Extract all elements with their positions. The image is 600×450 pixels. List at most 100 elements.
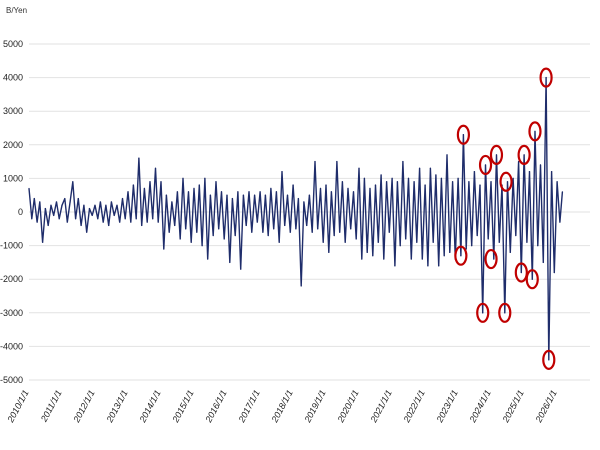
data-point: [226, 194, 228, 196]
data-point: [262, 231, 264, 233]
highlight-marker: [484, 248, 498, 270]
data-point: [328, 251, 330, 253]
data-point: [201, 245, 203, 247]
data-point: [493, 258, 495, 260]
data-point: [350, 228, 352, 230]
data-point: [394, 265, 396, 267]
x-axis-ticks: 2010/1/1 2011/1/1 2012/1/1 2013/1/1 2014/1/1…: [5, 388, 559, 425]
data-point: [223, 238, 225, 240]
data-point: [515, 234, 517, 237]
data-point: [28, 187, 30, 190]
data-point: [77, 197, 79, 200]
x-tick-label: 2010/1/1: [5, 388, 31, 425]
data-point: [218, 228, 220, 230]
data-point: [168, 231, 170, 233]
data-point: [561, 191, 564, 193]
data-point: [42, 241, 44, 243]
highlight-marker: [528, 121, 542, 142]
highlight-marker: [542, 349, 556, 370]
data-point: [220, 191, 223, 193]
series-layer: [28, 76, 564, 361]
data-point: [539, 164, 542, 166]
data-point: [553, 271, 555, 274]
x-tick-label: 2017/1/1: [236, 388, 262, 425]
data-point: [229, 261, 231, 263]
data-point: [58, 218, 60, 220]
highlight-marker: [517, 144, 531, 165]
data-point: [537, 245, 539, 247]
data-point: [383, 258, 385, 260]
y-tick-label: -3000: [0, 308, 23, 318]
data-point: [336, 161, 338, 163]
highlight-marker: [499, 171, 513, 192]
data-point: [504, 312, 506, 314]
data-point: [300, 285, 302, 287]
data-point: [487, 238, 489, 240]
data-point: [66, 221, 68, 223]
data-point: [171, 201, 173, 203]
highlight-marker: [456, 124, 470, 145]
data-point: [187, 191, 190, 193]
data-point: [108, 224, 110, 227]
data-point: [251, 231, 253, 233]
y-axis-ticks: 5000 4000 3000 2000 1000 0 -1000 -2000 -3000 -400…: [0, 39, 23, 385]
data-point: [355, 238, 357, 240]
data-point: [275, 191, 278, 193]
data-point: [121, 197, 124, 200]
data-point: [314, 161, 316, 163]
data-point: [385, 181, 388, 183]
highlight-marker: [539, 67, 553, 88]
data-point: [240, 268, 242, 270]
x-tick-label: 2013/1/1: [104, 388, 130, 425]
data-point: [237, 191, 239, 193]
data-point: [438, 265, 440, 267]
y-tick-label: -1000: [0, 241, 23, 251]
data-point: [179, 238, 181, 240]
data-point: [311, 231, 313, 233]
data-point: [64, 197, 66, 200]
data-point: [259, 191, 261, 193]
y-tick-label: -2000: [0, 274, 23, 284]
x-tick-label: 2026/1/1: [533, 388, 559, 425]
data-point: [518, 161, 520, 163]
data-point: [124, 218, 126, 220]
data-point: [146, 221, 148, 223]
data-point: [506, 181, 509, 183]
data-point: [548, 359, 550, 361]
data-point: [476, 234, 478, 237]
data-point: [479, 184, 481, 186]
data-point: [556, 181, 558, 183]
data-point: [410, 258, 412, 260]
highlight-marker: [514, 262, 528, 283]
data-point: [427, 265, 429, 267]
data-point: [47, 224, 49, 227]
data-point: [432, 241, 434, 243]
y-tick-label: 5000: [3, 39, 23, 49]
data-point: [495, 154, 498, 156]
data-point: [182, 177, 184, 179]
highlight-markers: [454, 67, 556, 370]
data-point: [308, 194, 311, 196]
x-tick-label: 2011/1/1: [38, 388, 63, 424]
data-point: [509, 251, 511, 253]
x-tick-label: 2018/1/1: [269, 388, 295, 425]
data-point: [204, 177, 206, 179]
data-point: [446, 154, 448, 156]
data-point: [344, 241, 346, 243]
data-point: [157, 221, 159, 223]
data-point: [83, 204, 85, 206]
data-point: [372, 255, 374, 257]
data-point: [473, 171, 476, 173]
data-point: [273, 228, 275, 230]
data-point: [75, 218, 77, 220]
data-point: [152, 218, 154, 220]
data-point: [462, 134, 464, 136]
data-point: [50, 204, 52, 206]
data-point: [141, 224, 143, 227]
x-tick-label: 2014/1/1: [137, 388, 163, 425]
x-tick-label: 2020/1/1: [335, 388, 361, 425]
data-point: [498, 241, 500, 243]
data-point: [61, 204, 63, 206]
data-point: [149, 181, 151, 183]
data-point: [295, 228, 297, 230]
